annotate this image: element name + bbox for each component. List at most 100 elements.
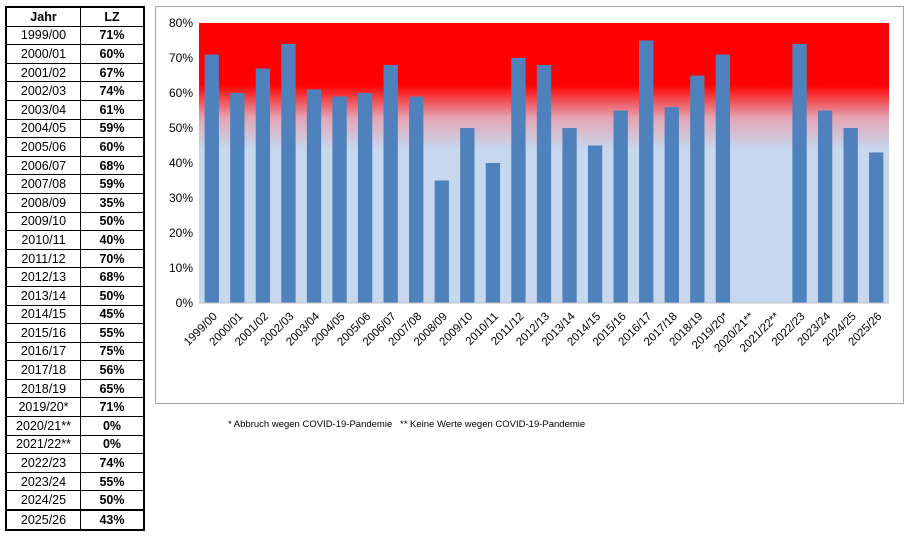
lz-cell: 70% xyxy=(80,248,145,269)
table-row: 2013/14 50% xyxy=(5,285,145,306)
lz-cell: 74% xyxy=(80,81,145,101)
bar xyxy=(587,145,603,303)
bar xyxy=(434,180,449,303)
lz-cell: 61% xyxy=(80,99,145,120)
bar xyxy=(869,152,884,303)
bar xyxy=(281,44,296,303)
year-cell: 2003/04 xyxy=(5,99,81,120)
bar xyxy=(357,93,373,303)
table-row: 2012/13 68% xyxy=(5,267,145,287)
lz-cell: 60% xyxy=(80,137,145,157)
bar xyxy=(511,58,526,303)
year-cell: 2013/14 xyxy=(5,285,81,306)
year-cell: 2023/24 xyxy=(5,471,81,492)
bar xyxy=(536,65,552,303)
year-cell: 2010/11 xyxy=(5,230,81,250)
table-row: 2008/09 35% xyxy=(5,192,145,213)
data-table: Jahr LZ 1999/00 71% 2000/01 60% 2001/02 67% 20… xyxy=(5,6,145,531)
year-cell: 2024/25 xyxy=(5,490,81,511)
table-row: 2025/26 43% xyxy=(5,509,145,531)
year-cell: 2014/15 xyxy=(5,304,81,325)
table-header-row: Jahr LZ xyxy=(5,6,145,27)
footnote-covid-no-values: ** Keine Werte wegen COVID-19-Pandemie xyxy=(400,419,586,430)
lz-cell: 55% xyxy=(80,471,145,492)
year-cell: 2011/12 xyxy=(5,248,81,269)
table-row: 2020/21** 0% xyxy=(5,416,145,436)
lz-cell: 68% xyxy=(80,155,145,176)
lz-cell: 50% xyxy=(80,211,145,232)
y-axis: 0% 10% 20% 30% 40% 50% 60% 70% 80% xyxy=(169,16,193,310)
table-row: 2011/12 70% xyxy=(5,248,145,269)
year-cell: 2012/13 xyxy=(5,267,81,287)
table-row: 2024/25 50% xyxy=(5,490,145,511)
table-row: 2004/05 59% xyxy=(5,118,145,139)
year-cell: 2008/09 xyxy=(5,192,81,213)
table-row: 2000/01 60% xyxy=(5,44,145,64)
bar xyxy=(383,65,398,303)
year-cell: 2016/17 xyxy=(5,341,81,362)
lz-cell: 56% xyxy=(80,360,145,380)
year-cell: 2000/01 xyxy=(5,44,81,64)
lz-cell: 60% xyxy=(80,44,145,64)
lz-cell: 71% xyxy=(80,25,145,46)
year-cell: 2017/18 xyxy=(5,360,81,380)
table-row: 2007/08 59% xyxy=(5,174,145,194)
table-row: 2001/02 67% xyxy=(5,62,145,83)
lz-cell: 65% xyxy=(80,378,145,399)
year-cell: 2022/23 xyxy=(5,453,81,473)
bar xyxy=(255,68,271,303)
lz-header: LZ xyxy=(80,6,145,27)
lz-cell: 74% xyxy=(80,453,145,473)
bar xyxy=(332,96,347,303)
year-cell: 2020/21** xyxy=(5,416,81,436)
y-tick-label: 40% xyxy=(169,156,193,170)
bar xyxy=(715,54,731,303)
x-axis-labels: 1999/002000/012001/022002/032003/042004/… xyxy=(182,310,884,355)
lz-cell: 50% xyxy=(80,285,145,306)
bar xyxy=(230,93,245,303)
y-tick-label: 50% xyxy=(169,121,193,135)
y-tick-label: 60% xyxy=(169,86,193,100)
bar xyxy=(460,128,475,303)
bar xyxy=(485,163,501,303)
year-cell: 2005/06 xyxy=(5,137,81,157)
lz-cell: 68% xyxy=(80,267,145,287)
bar xyxy=(817,110,833,303)
table-row: 2018/19 65% xyxy=(5,378,145,399)
chart-area: 0% 10% 20% 30% 40% 50% 60% 70% 80% 1999/00 2000/0… xyxy=(155,6,904,404)
lz-cell: 43% xyxy=(80,509,145,531)
lz-cell: 0% xyxy=(80,434,145,455)
bar xyxy=(843,128,858,303)
lz-cell: 40% xyxy=(80,230,145,250)
lz-cell: 67% xyxy=(80,62,145,83)
year-cell: 2009/10 xyxy=(5,211,81,232)
y-tick-label: 20% xyxy=(169,226,193,240)
lz-cell: 59% xyxy=(80,118,145,139)
year-cell: 2001/02 xyxy=(5,62,81,83)
year-cell: 1999/00 xyxy=(5,25,81,46)
lz-cell: 50% xyxy=(80,490,145,511)
year-header: Jahr xyxy=(5,6,81,27)
lz-cell: 35% xyxy=(80,192,145,213)
lz-cell: 59% xyxy=(80,174,145,194)
bar-chart: 0% 10% 20% 30% 40% 50% 60% 70% 80% 1999/002000/0… xyxy=(169,16,889,355)
lz-cell: 75% xyxy=(80,341,145,362)
year-cell: 2006/07 xyxy=(5,155,81,176)
year-cell: 2021/22** xyxy=(5,434,81,455)
table-row: 2015/16 55% xyxy=(5,323,145,343)
bar xyxy=(204,54,219,303)
table-row: 2022/23 74% xyxy=(5,453,145,473)
table-row: 2016/17 75% xyxy=(5,341,145,362)
y-tick-label: 80% xyxy=(169,16,193,30)
bars xyxy=(204,40,884,303)
table-row: 2006/07 68% xyxy=(5,155,145,176)
y-tick-label: 70% xyxy=(169,51,193,65)
lz-cell: 45% xyxy=(80,304,145,325)
table-row: 2002/03 74% xyxy=(5,81,145,101)
bar xyxy=(639,40,654,303)
bar xyxy=(613,110,628,303)
year-cell: 2015/16 xyxy=(5,323,81,343)
table-row: 2021/22** 0% xyxy=(5,434,145,455)
y-tick-label: 10% xyxy=(169,261,193,275)
bar xyxy=(562,128,577,303)
